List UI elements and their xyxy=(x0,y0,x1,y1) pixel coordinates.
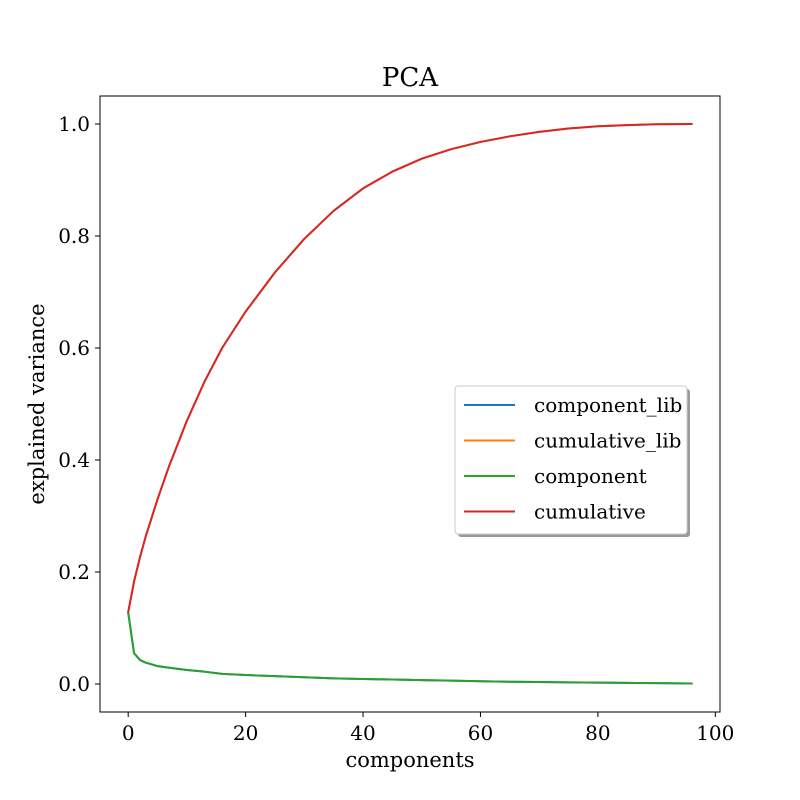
series-line-cumulative xyxy=(127,123,693,614)
legend-label: cumulative_lib xyxy=(534,429,681,453)
y-tick-label: 0.2 xyxy=(58,560,90,584)
x-tick-label: 80 xyxy=(585,721,610,745)
legend-label: cumulative xyxy=(534,500,646,524)
x-tick-label: 0 xyxy=(122,721,135,745)
y-tick-label: 0.0 xyxy=(58,672,90,696)
x-tick-label: 100 xyxy=(696,721,734,745)
y-axis-label: explained variance xyxy=(25,303,49,504)
y-tick-label: 0.6 xyxy=(58,336,90,360)
x-axis-label: components xyxy=(345,748,474,772)
y-tick-label: 1.0 xyxy=(58,112,90,136)
legend-label: component_lib xyxy=(534,393,682,417)
x-tick-label: 40 xyxy=(350,721,375,745)
chart-title: PCA xyxy=(382,63,439,93)
x-tick-label: 60 xyxy=(468,721,493,745)
series-line-component xyxy=(127,611,693,685)
x-tick-label: 20 xyxy=(233,721,258,745)
legend-label: component xyxy=(534,464,647,488)
plot-frame xyxy=(99,95,721,713)
legend-box xyxy=(454,385,688,535)
series-line-cumulative-lib xyxy=(127,123,693,614)
y-tick-label: 0.8 xyxy=(58,224,90,248)
y-tick-label: 0.4 xyxy=(58,448,90,472)
